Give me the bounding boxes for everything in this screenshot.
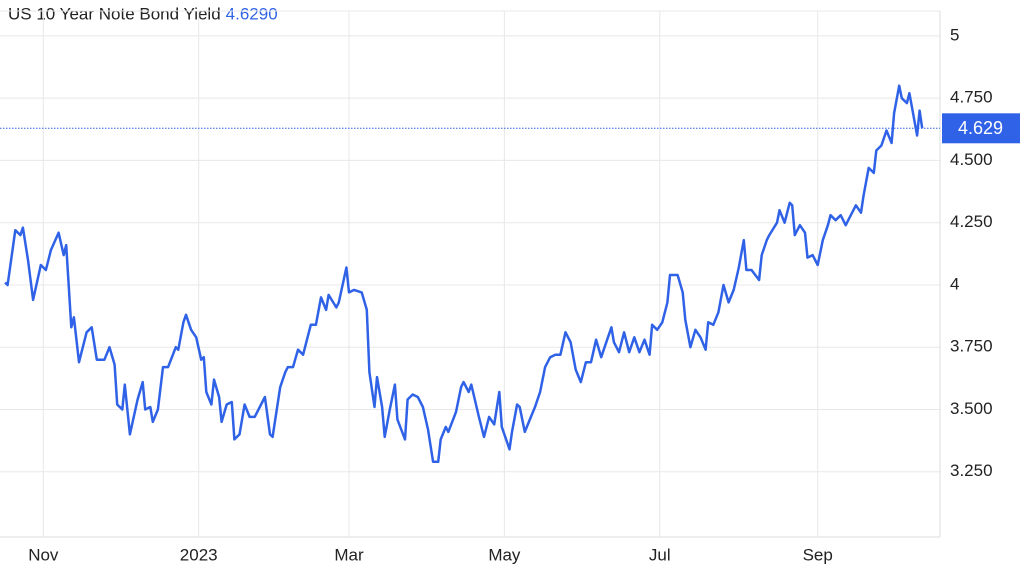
current-value-box xyxy=(942,113,1020,144)
x-tick-label: Mar xyxy=(334,545,364,564)
y-tick-label: 4.250 xyxy=(950,212,993,231)
chart-title: US 10 Year Note Bond Yield xyxy=(8,4,221,23)
y-tick-label: 4 xyxy=(950,274,959,293)
current-value-label: 4.629 xyxy=(958,118,1003,138)
header-price: 4.6290 xyxy=(226,4,278,23)
y-tick-label: 4.750 xyxy=(950,88,993,107)
x-tick-label: Nov xyxy=(28,545,59,564)
data-line xyxy=(4,84,924,464)
x-tick-label: May xyxy=(488,545,521,564)
y-tick-label: 5 xyxy=(950,25,959,44)
x-tick-label: Jul xyxy=(649,545,671,564)
y-tick-label: 3.250 xyxy=(950,461,993,480)
x-tick-label: 2023 xyxy=(180,545,218,564)
y-tick-label: 3.750 xyxy=(950,337,993,356)
y-tick-label: 3.500 xyxy=(950,399,993,418)
x-tick-label: Sep xyxy=(803,545,833,564)
y-tick-label: 4.500 xyxy=(950,150,993,169)
